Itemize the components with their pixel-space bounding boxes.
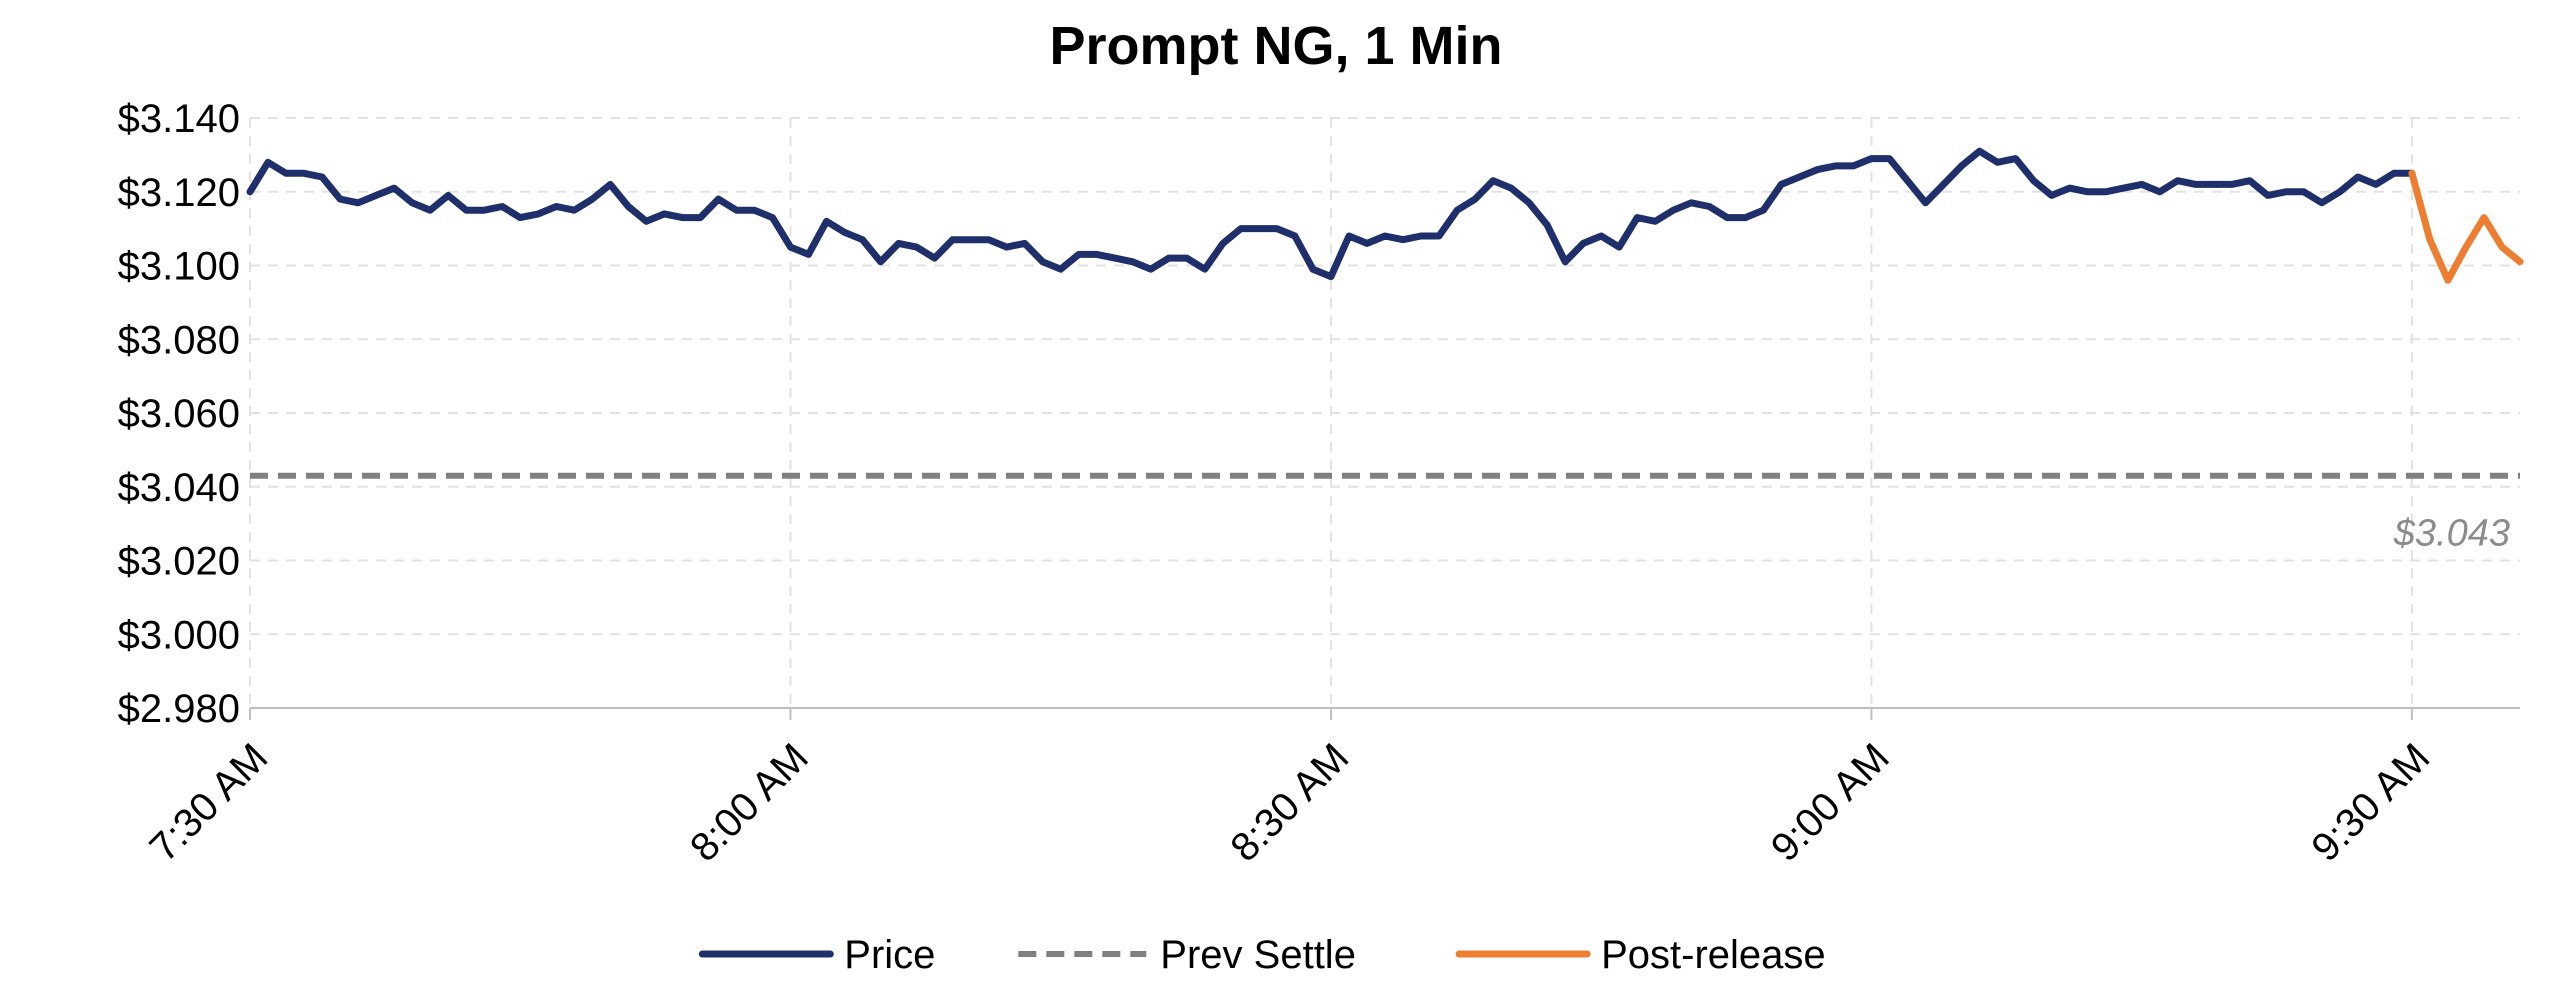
annotation-layer: $3.043 (2393, 513, 2510, 555)
x-axis: 7:30 AM 8:00 AM 8:30 AM 9:00 AM 9:30 AM (141, 707, 2520, 870)
legend-label: Price (844, 933, 935, 977)
x-tick-label: 9:30 AM (2303, 735, 2438, 870)
prev-settle-value-label: $3.043 (2393, 513, 2510, 555)
y-tick-label: $3.080 (118, 318, 240, 362)
x-tick-label: 8:00 AM (682, 735, 817, 870)
x-tick-label: 7:30 AM (141, 735, 276, 870)
legend-label: Prev Settle (1160, 933, 1356, 977)
legend-item-post-release: Post-release (1455, 933, 1826, 977)
x-tick-label: 8:30 AM (1222, 735, 1357, 870)
series-line-post-release (2408, 169, 2524, 284)
y-tick-label: $3.120 (118, 171, 240, 215)
y-tick-label: $3.060 (118, 392, 240, 436)
series-layer (246, 147, 2524, 479)
y-tick-label: $2.980 (118, 687, 240, 731)
series-line-price (246, 147, 2416, 281)
y-tick-label: $3.140 (118, 97, 240, 141)
legend: Price Prev Settle Post-release (698, 933, 1826, 977)
y-tick-label: $3.020 (118, 540, 240, 584)
y-tick-label: $3.000 (118, 613, 240, 657)
y-axis: $2.980 $3.000 $3.020 $3.040 $3.060 $3.080 $3.1… (118, 97, 240, 731)
gridlines (249, 117, 2520, 709)
x-tick-label: 9:00 AM (1763, 735, 1898, 870)
legend-label: Post-release (1601, 933, 1826, 977)
legend-item-price: Price (698, 933, 935, 977)
y-tick-label: $3.040 (118, 466, 240, 510)
y-tick-label: $3.100 (118, 245, 240, 289)
chart-title: Prompt NG, 1 Min (1049, 16, 1502, 76)
legend-item-prev-settle: Prev Settle (1018, 933, 1356, 977)
